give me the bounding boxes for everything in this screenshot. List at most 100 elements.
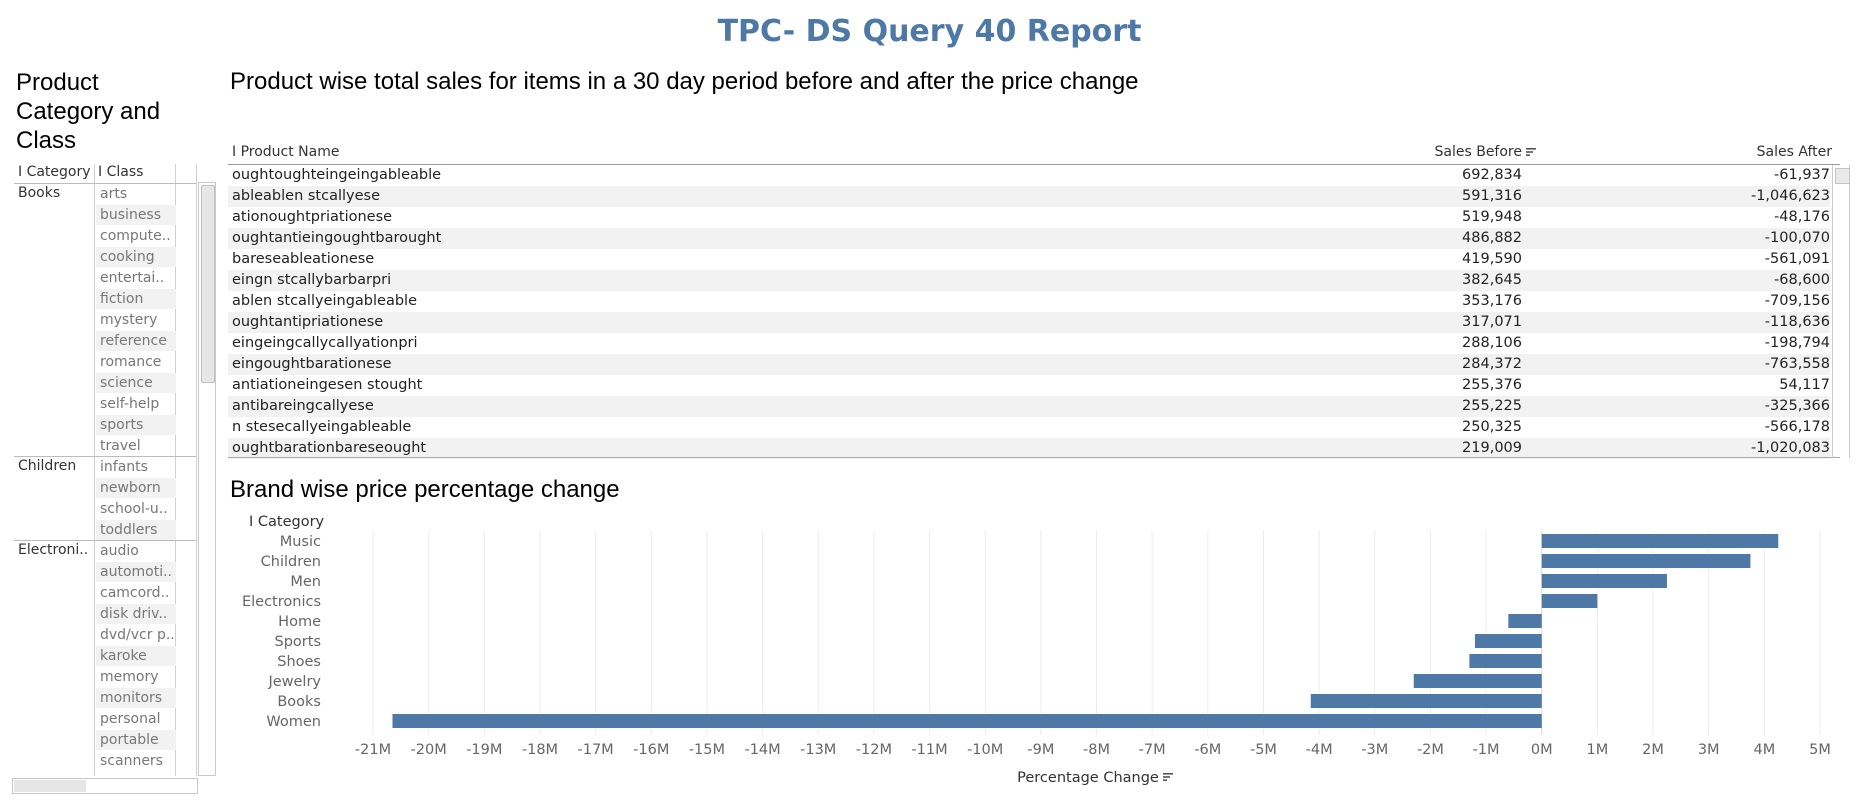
class-item[interactable]: dvd/vcr p.. xyxy=(100,627,175,643)
product-name-cell: bareseableationese xyxy=(232,251,375,267)
table-row[interactable]: eingoughtbarationese 284,372 -763,558 xyxy=(228,354,1830,375)
table-row[interactable]: bareseableationese 419,590 -561,091 xyxy=(228,249,1830,270)
table-row[interactable]: ablen stcallyeingableable 353,176 -709,156 xyxy=(228,291,1830,312)
col-header-product-name[interactable]: I Product Name xyxy=(232,144,340,160)
class-item[interactable]: memory xyxy=(100,669,159,685)
bar-books[interactable] xyxy=(1310,694,1542,708)
table-row[interactable]: ableablen stcallyese 591,316 -1,046,623 xyxy=(228,186,1830,207)
x-tick-label: -2M xyxy=(1417,742,1444,758)
bar-home[interactable] xyxy=(1508,614,1542,628)
panel-horizontal-scrollbar-thumb[interactable] xyxy=(14,780,86,792)
table-row[interactable]: ationoughtpriationese 519,948 -48,176 xyxy=(228,207,1830,228)
category-label[interactable]: Books xyxy=(277,694,321,710)
panel-scrollbar-thumb[interactable] xyxy=(201,185,215,383)
product-name-cell: ableablen stcallyese xyxy=(232,188,381,204)
x-tick-label: -18M xyxy=(522,742,558,758)
class-item[interactable]: cooking xyxy=(96,247,176,267)
product-name-cell: eingeingcallycallyationpri xyxy=(232,335,418,351)
class-item[interactable]: karoke xyxy=(96,646,176,666)
class-item[interactable]: camcord.. xyxy=(100,585,170,601)
left-panel-title: Product Category and Class xyxy=(16,69,161,154)
x-tick-label: -3M xyxy=(1361,742,1388,758)
table-row[interactable]: antiationeingesen stought 255,376 54,117 xyxy=(228,375,1830,396)
class-item[interactable]: fiction xyxy=(96,289,176,309)
table-row[interactable]: oughtoughteingeingableable 692,834 -61,937 xyxy=(228,165,1830,186)
x-tick-label: -11M xyxy=(911,742,947,758)
table-row[interactable]: eingn stcallybarbarpri 382,645 -68,600 xyxy=(228,270,1830,291)
category-label[interactable]: Electronics xyxy=(242,594,321,610)
class-item[interactable]: automoti.. xyxy=(96,562,176,582)
category-item[interactable]: Children xyxy=(18,458,77,474)
sales-before-cell: 288,106 xyxy=(1462,335,1522,351)
table-row[interactable]: eingeingcallycallyationpri 288,106 -198,79… xyxy=(228,333,1830,354)
table-row[interactable]: n stesecallyeingableable 250,325 -566,178 xyxy=(228,417,1830,438)
class-item[interactable]: school-u.. xyxy=(100,501,168,517)
bar-children[interactable] xyxy=(1541,554,1751,568)
table-row[interactable]: oughtantipriationese 317,071 -118,636 xyxy=(228,312,1830,333)
table-scrollbar-thumb[interactable] xyxy=(1835,168,1850,184)
class-item[interactable]: scanners xyxy=(100,753,163,769)
class-item[interactable]: business xyxy=(96,205,176,225)
bar-music[interactable] xyxy=(1541,534,1779,548)
class-item[interactable]: compute.. xyxy=(100,228,171,244)
class-item[interactable]: travel xyxy=(100,438,141,454)
sales-after-cell: -325,366 xyxy=(1764,398,1830,414)
sales-before-cell: 419,590 xyxy=(1462,251,1522,267)
category-label[interactable]: Sports xyxy=(275,634,321,650)
class-item[interactable]: toddlers xyxy=(96,520,176,540)
sales-after-cell: -763,558 xyxy=(1764,356,1830,372)
category-item[interactable]: Books xyxy=(18,185,61,201)
category-label[interactable]: Home xyxy=(278,614,321,630)
sort-icon[interactable] xyxy=(1526,147,1536,157)
category-label[interactable]: Children xyxy=(261,554,321,570)
bar-shoes[interactable] xyxy=(1469,654,1542,668)
product-name-cell: antibareingcallyese xyxy=(232,398,374,414)
category-item[interactable]: Electroni.. xyxy=(18,542,89,558)
panel-horizontal-scrollbar[interactable] xyxy=(12,778,198,794)
table-row[interactable]: antibareingcallyese 255,225 -325,366 xyxy=(228,396,1830,417)
col-header-sales-before[interactable]: Sales Before xyxy=(1188,144,1536,164)
bar-men[interactable] xyxy=(1541,574,1667,588)
table-row[interactable]: oughtbarationbareseought 219,009 -1,020,08… xyxy=(228,438,1830,459)
class-item[interactable]: self-help xyxy=(100,396,160,412)
col-header-class[interactable]: I Class xyxy=(98,164,144,180)
sales-after-cell: -1,046,623 xyxy=(1750,188,1830,204)
bar-electronics[interactable] xyxy=(1541,594,1598,608)
class-item[interactable]: infants xyxy=(100,459,148,475)
class-item[interactable]: audio xyxy=(100,543,139,559)
x-tick-label: 3M xyxy=(1698,742,1720,758)
product-name-cell: n stesecallyeingableable xyxy=(232,419,412,435)
class-item[interactable]: mystery xyxy=(100,312,158,328)
sales-before-cell: 250,325 xyxy=(1462,419,1522,435)
x-tick-label: -8M xyxy=(1083,742,1110,758)
group-divider xyxy=(14,456,196,457)
bar-jewelry[interactable] xyxy=(1413,674,1542,688)
class-item[interactable]: monitors xyxy=(96,688,176,708)
table-row[interactable]: oughtantieingoughtbarought 486,882 -100,07… xyxy=(228,228,1830,249)
col-header-sales-after[interactable]: Sales After xyxy=(1756,144,1832,160)
category-label[interactable]: Men xyxy=(290,574,321,590)
x-axis-sort-icon[interactable] xyxy=(1163,773,1173,781)
bar-women[interactable] xyxy=(392,714,1542,728)
col-header-category[interactable]: I Category xyxy=(18,164,91,180)
class-item[interactable]: portable xyxy=(96,730,176,750)
table-bottom-border xyxy=(228,457,1840,458)
category-label[interactable]: Women xyxy=(266,714,321,730)
panel-scrollbar[interactable] xyxy=(198,182,216,776)
class-item[interactable]: sports xyxy=(96,415,176,435)
class-item[interactable]: romance xyxy=(100,354,162,370)
class-item[interactable]: newborn xyxy=(96,478,176,498)
class-item[interactable]: arts xyxy=(100,186,128,202)
sales-before-cell: 219,009 xyxy=(1462,440,1522,456)
category-label[interactable]: Jewelry xyxy=(267,674,321,690)
category-label[interactable]: Shoes xyxy=(277,654,321,670)
product-name-cell: antiationeingesen stought xyxy=(232,377,423,393)
bar-sports[interactable] xyxy=(1474,634,1542,648)
class-item[interactable]: entertai.. xyxy=(100,270,165,286)
class-item[interactable]: disk driv.. xyxy=(96,604,176,624)
class-item[interactable]: personal xyxy=(100,711,161,727)
table-scrollbar[interactable] xyxy=(1832,165,1850,458)
class-item[interactable]: science xyxy=(96,373,176,393)
class-item[interactable]: reference xyxy=(96,331,176,351)
category-label[interactable]: Music xyxy=(280,534,321,550)
